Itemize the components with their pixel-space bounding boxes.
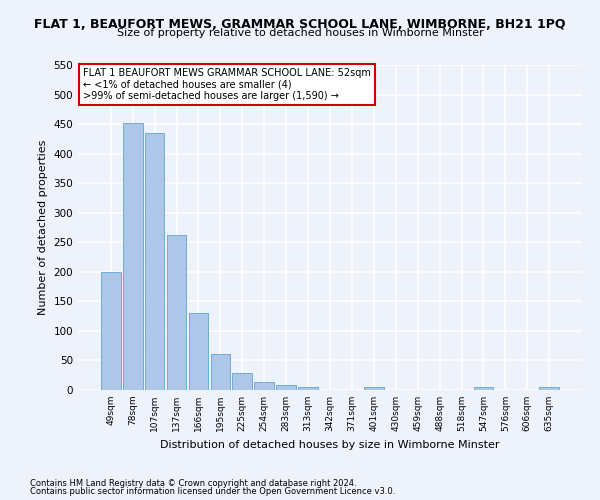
Bar <box>473 387 493 390</box>
X-axis label: Distribution of detached houses by size in Wimborne Minster: Distribution of detached houses by size … <box>160 440 500 450</box>
Bar <box>539 387 559 390</box>
Bar <box>188 313 208 390</box>
Bar <box>211 354 230 390</box>
Bar <box>276 386 296 390</box>
Bar <box>254 382 274 390</box>
Bar <box>232 374 252 390</box>
Text: Contains HM Land Registry data © Crown copyright and database right 2024.: Contains HM Land Registry data © Crown c… <box>30 478 356 488</box>
Text: Size of property relative to detached houses in Wimborne Minster: Size of property relative to detached ho… <box>116 28 484 38</box>
Bar <box>167 234 187 390</box>
Bar <box>298 387 318 390</box>
Y-axis label: Number of detached properties: Number of detached properties <box>38 140 48 315</box>
Text: Contains public sector information licensed under the Open Government Licence v3: Contains public sector information licen… <box>30 487 395 496</box>
Bar <box>364 387 384 390</box>
Bar <box>101 272 121 390</box>
Bar <box>145 133 164 390</box>
Text: FLAT 1 BEAUFORT MEWS GRAMMAR SCHOOL LANE: 52sqm
← <1% of detached houses are sma: FLAT 1 BEAUFORT MEWS GRAMMAR SCHOOL LANE… <box>83 68 371 102</box>
Text: FLAT 1, BEAUFORT MEWS, GRAMMAR SCHOOL LANE, WIMBORNE, BH21 1PQ: FLAT 1, BEAUFORT MEWS, GRAMMAR SCHOOL LA… <box>34 18 566 30</box>
Bar <box>123 123 143 390</box>
